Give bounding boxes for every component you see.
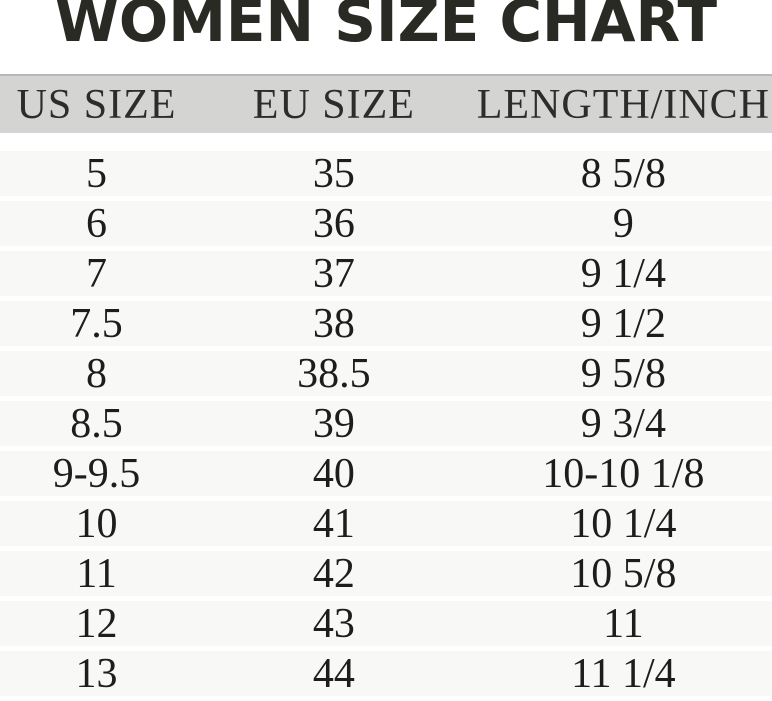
table-row: 13 44 11 1/4	[0, 651, 772, 696]
table-row: 11 42 10 5/8	[0, 551, 772, 596]
table-cell-eu-size: 38	[312, 300, 355, 347]
table-row: 10 41 10 1/4	[0, 501, 772, 546]
table-cell-length-inch: 11 1/4	[571, 650, 676, 697]
table-cell-eu-size: 42	[312, 550, 355, 597]
table-cell-length-inch: 11	[603, 600, 644, 647]
table-header-row: US SIZE EU SIZE LENGTH/INCH	[0, 74, 772, 133]
table-row: 12 43 11	[0, 601, 772, 646]
table-cell-us-size: 13	[75, 650, 118, 697]
table-cell-length-inch: 10 1/4	[570, 500, 677, 547]
table-cell-us-size: 6	[86, 200, 107, 247]
table-cell-us-size: 5	[86, 150, 107, 197]
column-header-us-size: US SIZE	[16, 81, 177, 128]
table-cell-eu-size: 39	[312, 400, 355, 447]
table-cell-us-size: 10	[75, 500, 118, 547]
column-header-length-inch: LENGTH/INCH	[476, 81, 771, 128]
table-cell-length-inch: 9 5/8	[580, 350, 666, 397]
table-cell-eu-size: 41	[312, 500, 355, 547]
table-cell-length-inch: 10 5/8	[570, 550, 677, 597]
table-cell-eu-size: 38.5	[297, 350, 371, 397]
table-row: 8.5 39 9 3/4	[0, 401, 772, 446]
table-cell-length-inch: 9 1/2	[580, 300, 666, 347]
table-row: 5 35 8 5/8	[0, 151, 772, 196]
table-row: 9-9.5 40 10-10 1/8	[0, 451, 772, 496]
table-cell-length-inch: 10-10 1/8	[542, 450, 705, 497]
table-cell-length-inch: 8 5/8	[580, 150, 666, 197]
table-row: 8 38.5 9 5/8	[0, 351, 772, 396]
table-row: 7.5 38 9 1/2	[0, 301, 772, 346]
table-cell-us-size: 11	[76, 550, 117, 597]
table-row: 7 37 9 1/4	[0, 251, 772, 296]
table-cell-us-size: 9-9.5	[52, 450, 141, 497]
table-cell-length-inch: 9 3/4	[580, 400, 666, 447]
table-cell-length-inch: 9	[612, 200, 634, 247]
table-cell-us-size: 7.5	[70, 300, 123, 347]
table-cell-eu-size: 37	[312, 250, 355, 297]
table-cell-us-size: 8.5	[70, 400, 123, 447]
table-cell-eu-size: 40	[312, 450, 355, 497]
table-cell-eu-size: 44	[312, 650, 355, 697]
table-cell-us-size: 7	[86, 250, 107, 297]
table-cell-eu-size: 35	[312, 150, 355, 197]
column-header-eu-size: EU SIZE	[252, 81, 415, 128]
table-cell-length-inch: 9 1/4	[580, 250, 666, 297]
table-cell-eu-size: 43	[312, 600, 355, 647]
table-cell-us-size: 12	[75, 600, 118, 647]
page-title: WOMEN SIZE CHART	[54, 0, 718, 55]
table-cell-eu-size: 36	[312, 200, 355, 247]
table-cell-us-size: 8	[86, 350, 107, 397]
table-row: 6 36 9	[0, 201, 772, 246]
size-table-body: 5 35 8 5/8 6 36 9 7 37 9 1/4 7.5 38 9 1/…	[0, 151, 772, 701]
